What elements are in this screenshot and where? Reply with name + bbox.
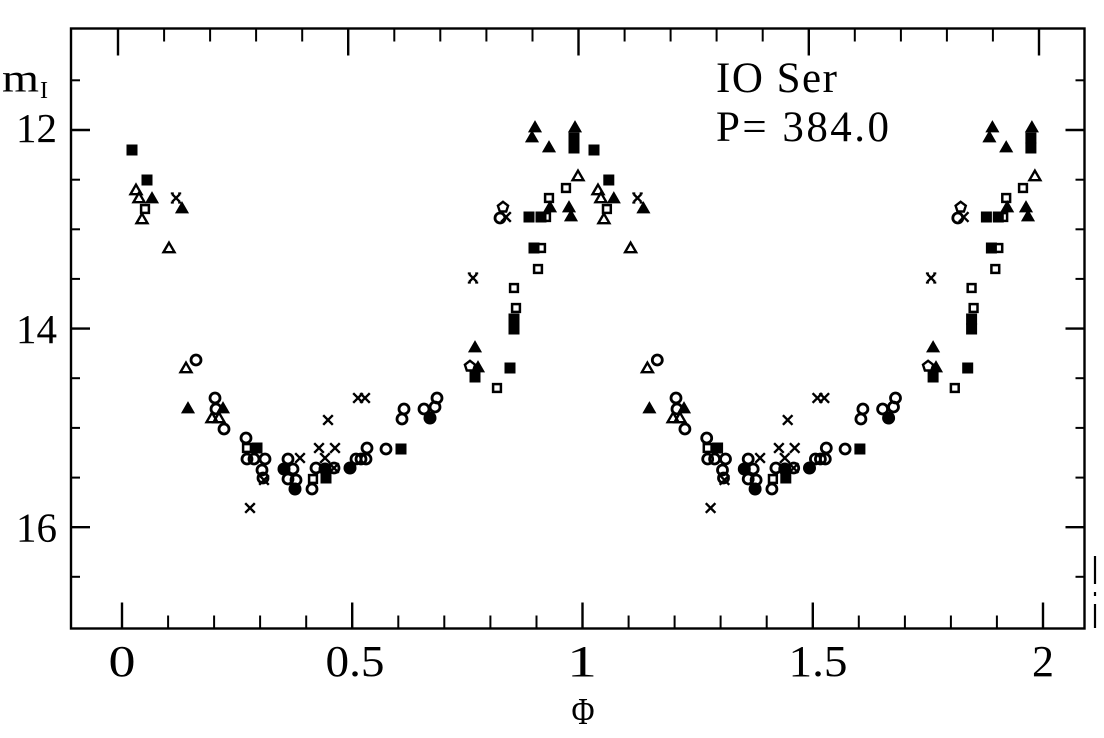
svg-text:0.5: 0.5: [326, 637, 385, 686]
svg-text:P= 384.0: P= 384.0: [716, 104, 889, 151]
svg-text:14: 14: [16, 306, 57, 352]
svg-text:m: m: [2, 56, 39, 101]
svg-text:I: I: [40, 78, 48, 104]
svg-text:12: 12: [16, 105, 57, 151]
svg-text:16: 16: [16, 505, 57, 551]
svg-text:2: 2: [1032, 637, 1054, 686]
svg-text:1: 1: [567, 637, 597, 686]
svg-text:IO Ser: IO Ser: [716, 55, 838, 102]
svg-text:0: 0: [109, 637, 136, 686]
svg-text:1.5: 1.5: [789, 637, 848, 686]
svg-text:Φ: Φ: [572, 691, 595, 733]
